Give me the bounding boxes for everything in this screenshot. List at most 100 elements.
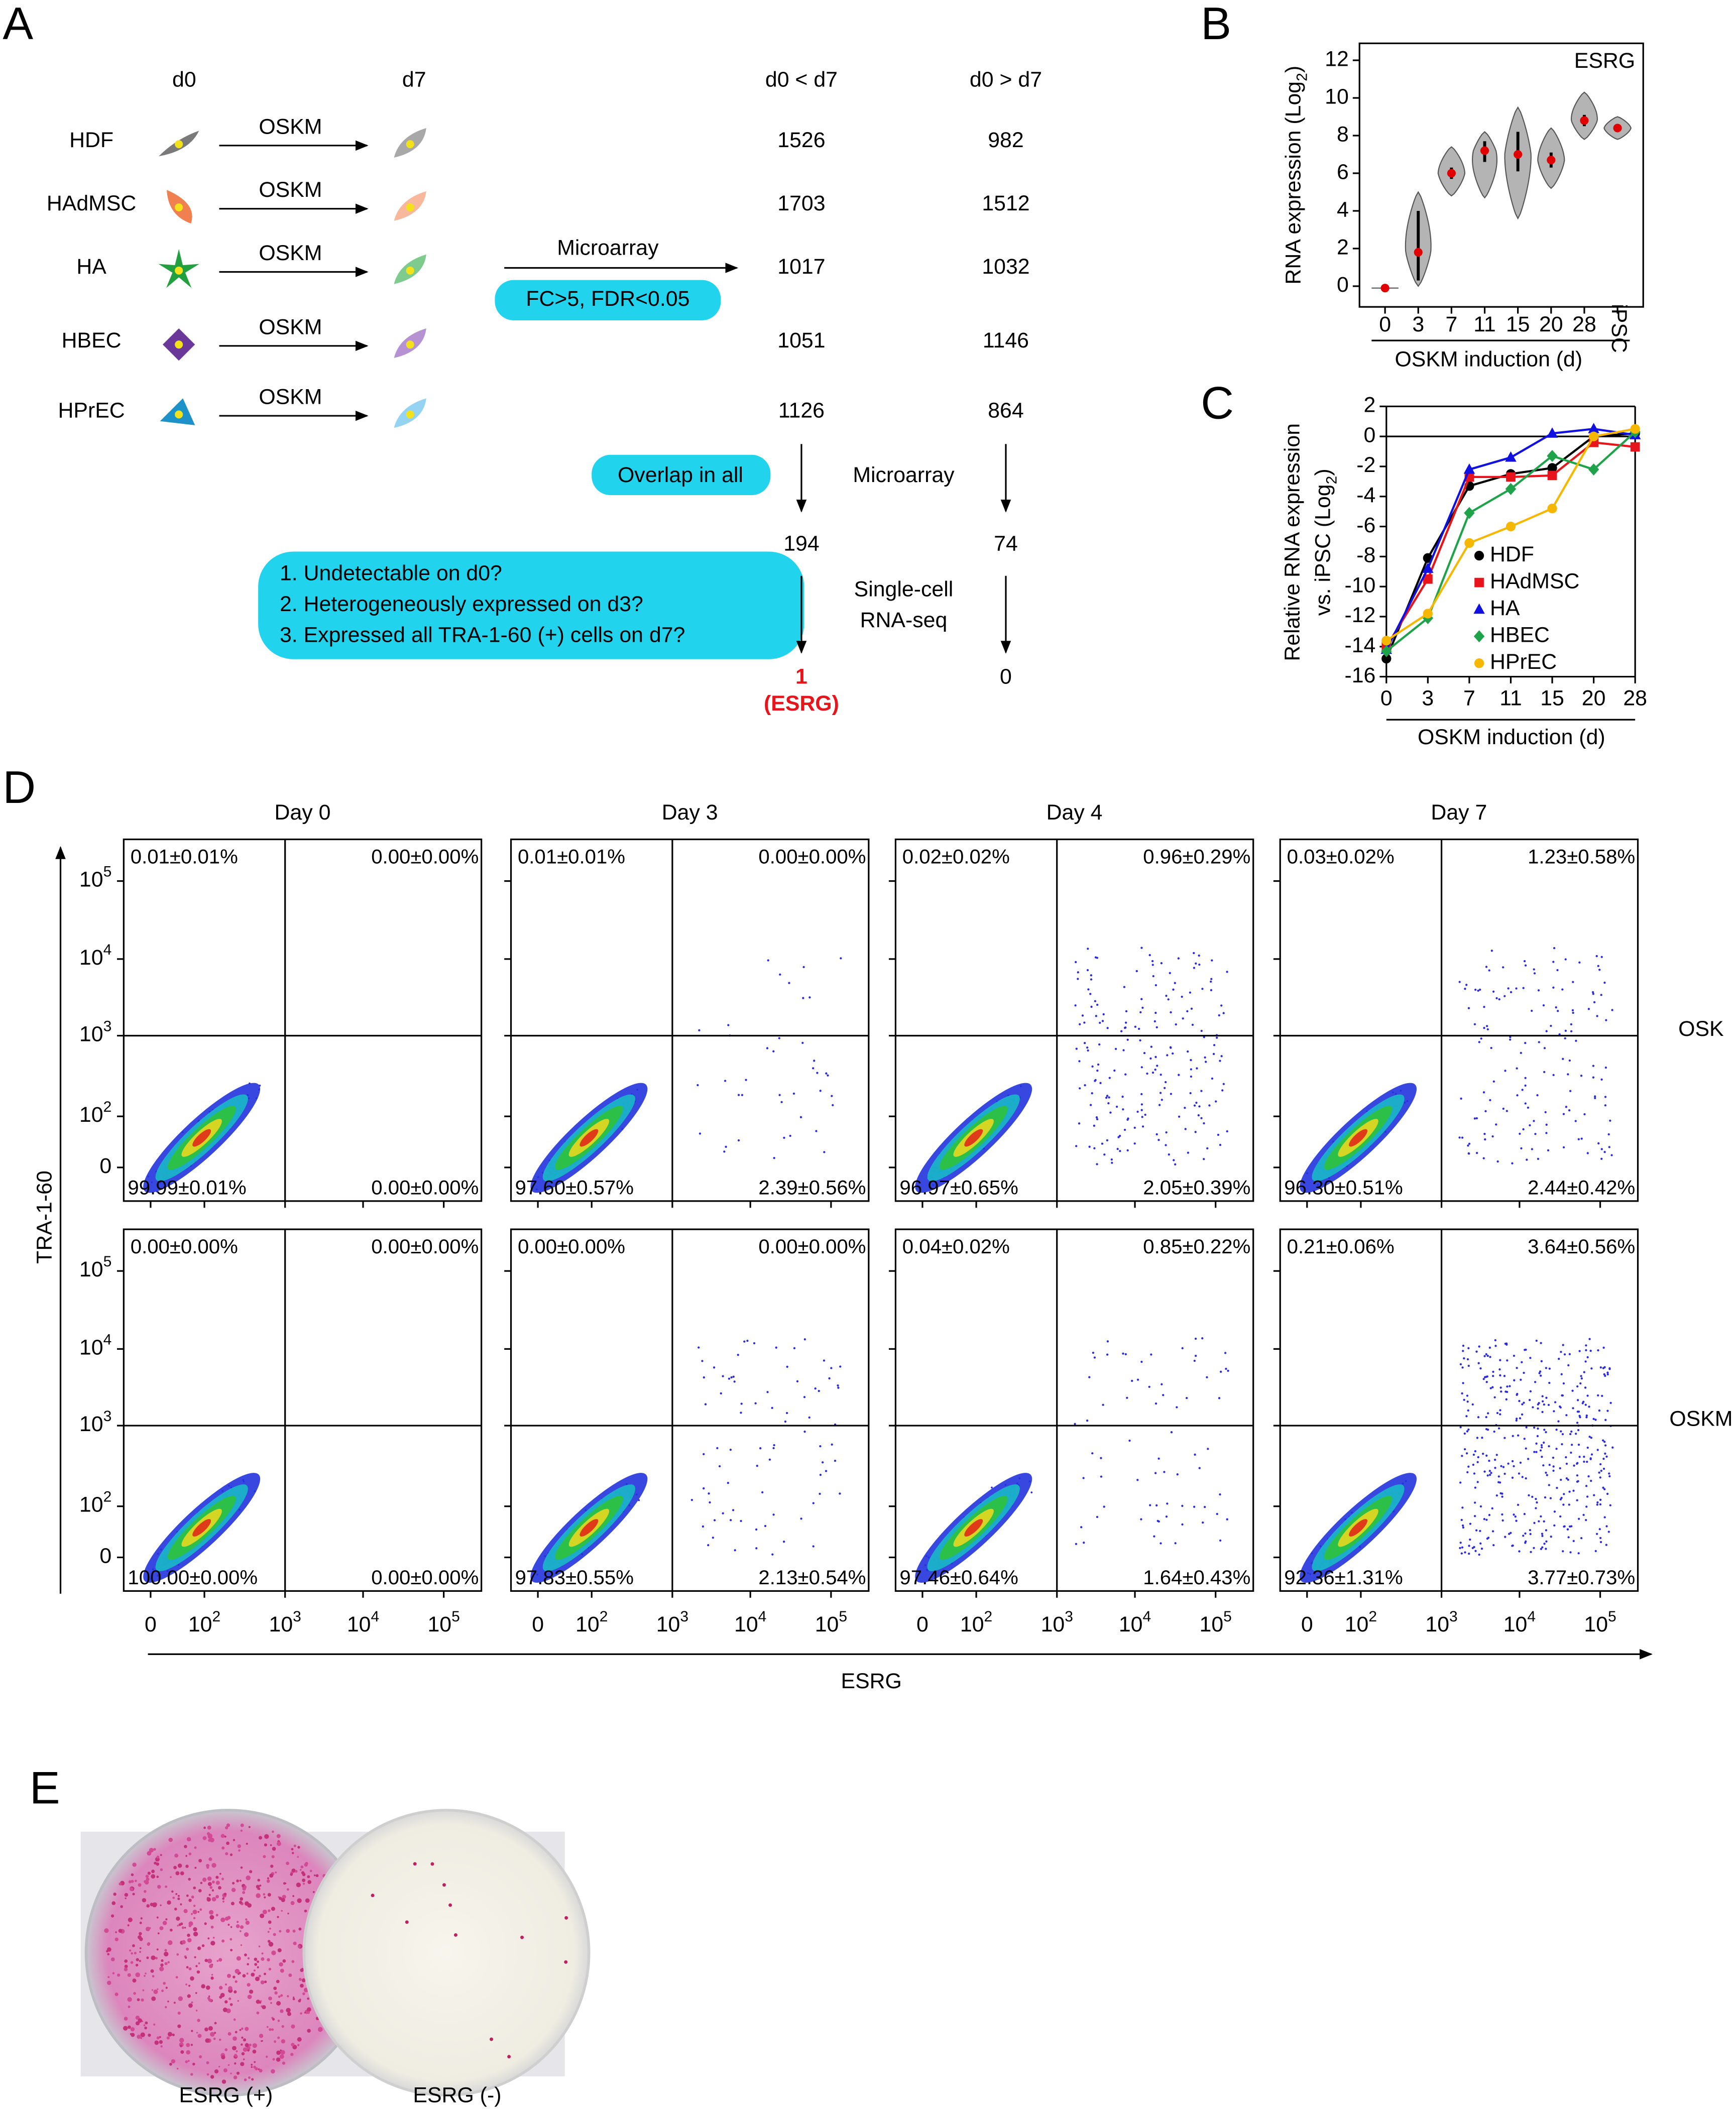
colony — [292, 1895, 294, 1897]
y-tick-label: -2 — [1356, 453, 1375, 477]
colony — [241, 1944, 242, 1946]
event-dot — [1554, 1510, 1556, 1512]
event-dot — [1178, 957, 1180, 959]
colony — [233, 1975, 236, 1978]
event-dot — [1500, 1390, 1502, 1392]
event-dot — [1469, 1522, 1471, 1525]
event-dot — [1158, 1139, 1160, 1141]
event-dot — [1481, 1437, 1483, 1439]
colony — [307, 2007, 311, 2012]
event-dot — [788, 982, 790, 984]
colony — [187, 1938, 192, 1943]
event-dot — [1604, 1453, 1606, 1455]
event-dot — [1190, 1092, 1192, 1094]
event-dot — [1573, 1465, 1575, 1467]
event-dot — [1476, 1117, 1478, 1119]
event-dot — [1585, 1485, 1587, 1487]
event-dot — [825, 1073, 827, 1075]
event-dot — [1537, 1408, 1539, 1410]
cell-name: HBEC — [62, 328, 122, 353]
colony — [176, 1953, 179, 1956]
event-dot — [1569, 1433, 1571, 1435]
colony — [268, 1920, 272, 1924]
event-dot — [1580, 1375, 1582, 1377]
event-dot — [780, 1101, 782, 1103]
event-dot — [1125, 1353, 1127, 1355]
colony — [166, 1986, 168, 1988]
event-dot — [1152, 964, 1154, 966]
event-dot — [1541, 1446, 1543, 1448]
colony — [157, 1988, 158, 1990]
x-tick-label: 104 — [347, 1608, 379, 1636]
x-tick-label: 0 — [1301, 1612, 1313, 1636]
colony — [237, 2072, 240, 2075]
colony — [267, 1958, 270, 1962]
colony — [157, 1948, 159, 1950]
x-tick-label: 7 — [1463, 686, 1475, 710]
event-dot — [1563, 1113, 1565, 1115]
event-dot — [1587, 1475, 1589, 1477]
colony — [257, 1960, 259, 1963]
event-dot — [730, 1519, 732, 1521]
y-tick-label: 105 — [79, 864, 111, 892]
event-dot — [1194, 1454, 1196, 1456]
event-dot — [1568, 1109, 1570, 1111]
event-dot — [1495, 1123, 1497, 1125]
event-dot — [1580, 1537, 1582, 1539]
event-dot — [1481, 1548, 1483, 1550]
quadrant-value: 0.00±0.00% — [371, 1235, 479, 1258]
y-tick-label: 6 — [1337, 160, 1349, 184]
event-dot — [1485, 1353, 1487, 1355]
colony — [262, 2005, 266, 2009]
colony — [200, 1882, 203, 1885]
event-dot — [1154, 1012, 1156, 1014]
plot-frame — [1359, 43, 1643, 307]
event-dot — [828, 1377, 830, 1379]
event-dot — [1527, 1107, 1529, 1109]
event-dot — [1216, 1036, 1218, 1038]
colony — [161, 1959, 163, 1962]
colony — [165, 1918, 167, 1920]
quadrant-value: 2.44±0.42% — [1528, 1176, 1635, 1199]
event-dot — [1177, 1473, 1179, 1475]
dish — [304, 1810, 589, 2095]
event-dot — [1215, 1100, 1217, 1102]
colony — [184, 1927, 186, 1928]
x-tick-label: 3 — [1412, 312, 1424, 336]
nucleus — [406, 340, 414, 348]
event-dot — [1198, 955, 1200, 957]
event-dot — [1534, 1133, 1536, 1135]
colony — [224, 2048, 227, 2051]
colony — [158, 1932, 160, 1934]
event-dot — [1193, 967, 1195, 969]
event-dot — [1542, 1464, 1544, 1466]
colony — [271, 1907, 275, 1911]
criterion: 3. Expressed all TRA-1-60 (+) cells on d… — [280, 623, 685, 647]
event-dot — [1596, 1015, 1598, 1017]
event-dot — [1226, 971, 1228, 973]
colony — [286, 1861, 289, 1865]
event-dot — [1486, 1381, 1488, 1383]
event-dot — [1579, 1382, 1581, 1384]
colony — [300, 2012, 302, 2014]
event-dot — [1485, 1518, 1487, 1520]
event-dot — [1597, 1349, 1599, 1351]
event-dot — [1216, 1513, 1218, 1515]
colony — [111, 1914, 114, 1917]
event-dot — [1161, 962, 1163, 964]
x-tick-label-part: 10 — [960, 1612, 984, 1636]
event-dot — [1483, 1355, 1485, 1357]
event-dot — [705, 1403, 707, 1405]
colony — [157, 1885, 161, 1889]
event-dot — [1548, 1404, 1550, 1406]
event-dot — [1204, 1057, 1206, 1059]
event-dot — [1563, 1493, 1565, 1495]
colony — [214, 2069, 218, 2073]
colony — [564, 1916, 568, 1920]
event-dot — [1141, 1066, 1143, 1068]
y-tick-label-part: 10 — [79, 1022, 103, 1046]
event-dot — [1169, 972, 1171, 974]
event-dot — [1122, 1049, 1124, 1051]
